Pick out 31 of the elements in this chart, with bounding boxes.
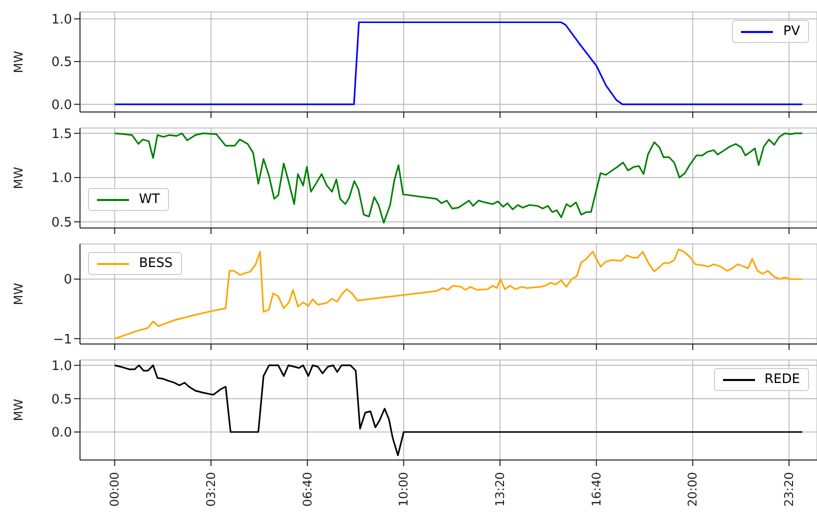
x-tick-label: 00:00 bbox=[108, 472, 122, 507]
y-tick-label: 0.0 bbox=[51, 426, 72, 441]
x-tick-label: 03:20 bbox=[204, 472, 218, 507]
y-tick-label: 1.0 bbox=[51, 358, 72, 374]
x-tick-label: 13:20 bbox=[493, 472, 508, 507]
y-axis-title: MW bbox=[11, 166, 26, 190]
y-tick-label: −1 bbox=[52, 332, 72, 348]
x-tick-label: 23:20 bbox=[782, 472, 796, 507]
x-tick-label: 16:40 bbox=[589, 472, 604, 507]
x-tick-label: 06:40 bbox=[300, 472, 314, 507]
line-series bbox=[114, 21, 804, 106]
legend-label: WT bbox=[139, 192, 160, 207]
line-series bbox=[114, 248, 804, 340]
y-tick-label: 0.5 bbox=[51, 392, 72, 408]
legend-label: BESS bbox=[139, 256, 173, 271]
line-series bbox=[114, 132, 804, 224]
y-axis-title: MW bbox=[11, 282, 26, 306]
y-axis-title: MW bbox=[11, 50, 26, 74]
x-tick-label: 20:00 bbox=[686, 472, 700, 507]
y-tick-label: 1.5 bbox=[51, 126, 72, 142]
y-tick-label: 1.0 bbox=[51, 171, 72, 186]
y-tick-label: 0 bbox=[64, 272, 72, 288]
x-tick-label: 10:00 bbox=[396, 472, 411, 507]
y-axis-title: MW bbox=[11, 398, 26, 422]
y-tick-label: 0.5 bbox=[51, 215, 72, 230]
legend-label: PV bbox=[783, 24, 800, 39]
line-series bbox=[114, 364, 804, 456]
y-tick-label: 1.0 bbox=[51, 12, 72, 28]
legend-label: REDE bbox=[764, 372, 800, 387]
y-tick-label: 0.0 bbox=[51, 98, 72, 113]
y-tick-label: 0.5 bbox=[51, 55, 72, 70]
